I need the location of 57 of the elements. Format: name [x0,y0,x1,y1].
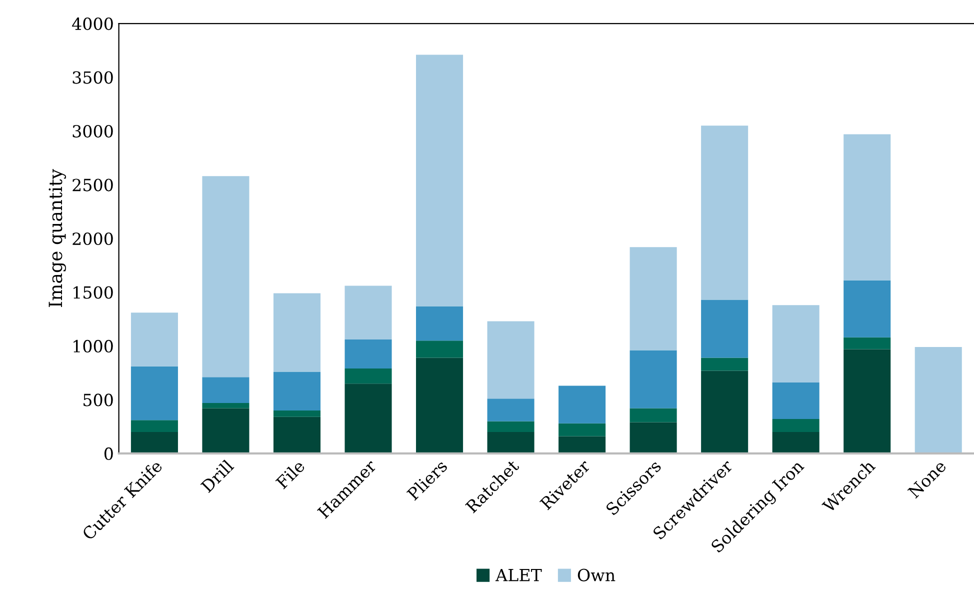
bar [844,280,891,338]
bar [130,312,178,366]
bar [844,337,891,350]
bar [416,340,464,358]
bar [202,402,250,408]
y-tick-label: 3000 [72,124,113,138]
bar [273,416,321,454]
bar [772,382,820,420]
bar [844,134,891,280]
y-tick-label: 1500 [74,286,113,299]
bar [344,340,392,369]
bar [487,421,534,432]
bar [344,286,392,340]
bar [558,423,606,436]
bar [202,408,250,454]
bar [130,420,178,432]
bar [130,432,178,454]
bar [630,422,677,454]
bar [701,300,748,358]
y-tick-label: 0 [104,447,113,460]
bar [487,398,534,422]
bar [701,358,748,371]
bar [701,126,748,300]
bar [416,358,464,454]
y-tick-label: 3500 [72,71,113,84]
bar [273,293,321,372]
bar [487,432,534,454]
y-tick-label: 2000 [72,232,113,246]
y-tick-label: 2500 [72,178,113,192]
bar [202,377,250,403]
bar [487,321,534,399]
bar [558,436,606,454]
bar [344,368,392,384]
bar [130,366,178,420]
bar [558,386,606,424]
bar [273,410,321,417]
bar [630,247,677,350]
y-axis-title: Image quantity [48,169,66,308]
y-tick-label: 4000 [72,17,113,30]
bar [772,432,820,454]
bar [630,350,677,408]
bar [416,54,464,306]
bar [202,176,250,378]
bar [416,306,464,341]
bar [701,370,748,454]
bar [844,349,891,454]
legend-label: Own [578,568,616,582]
bar [914,347,962,454]
bar [772,419,820,432]
legend-label: ALET [495,569,542,582]
bar [772,305,820,383]
bar [630,408,677,422]
bar [344,384,392,454]
bar [273,372,321,410]
y-tick-label: 1000 [74,340,113,353]
x-tick-label: File [274,458,306,490]
y-tick-label: 500 [84,394,113,406]
